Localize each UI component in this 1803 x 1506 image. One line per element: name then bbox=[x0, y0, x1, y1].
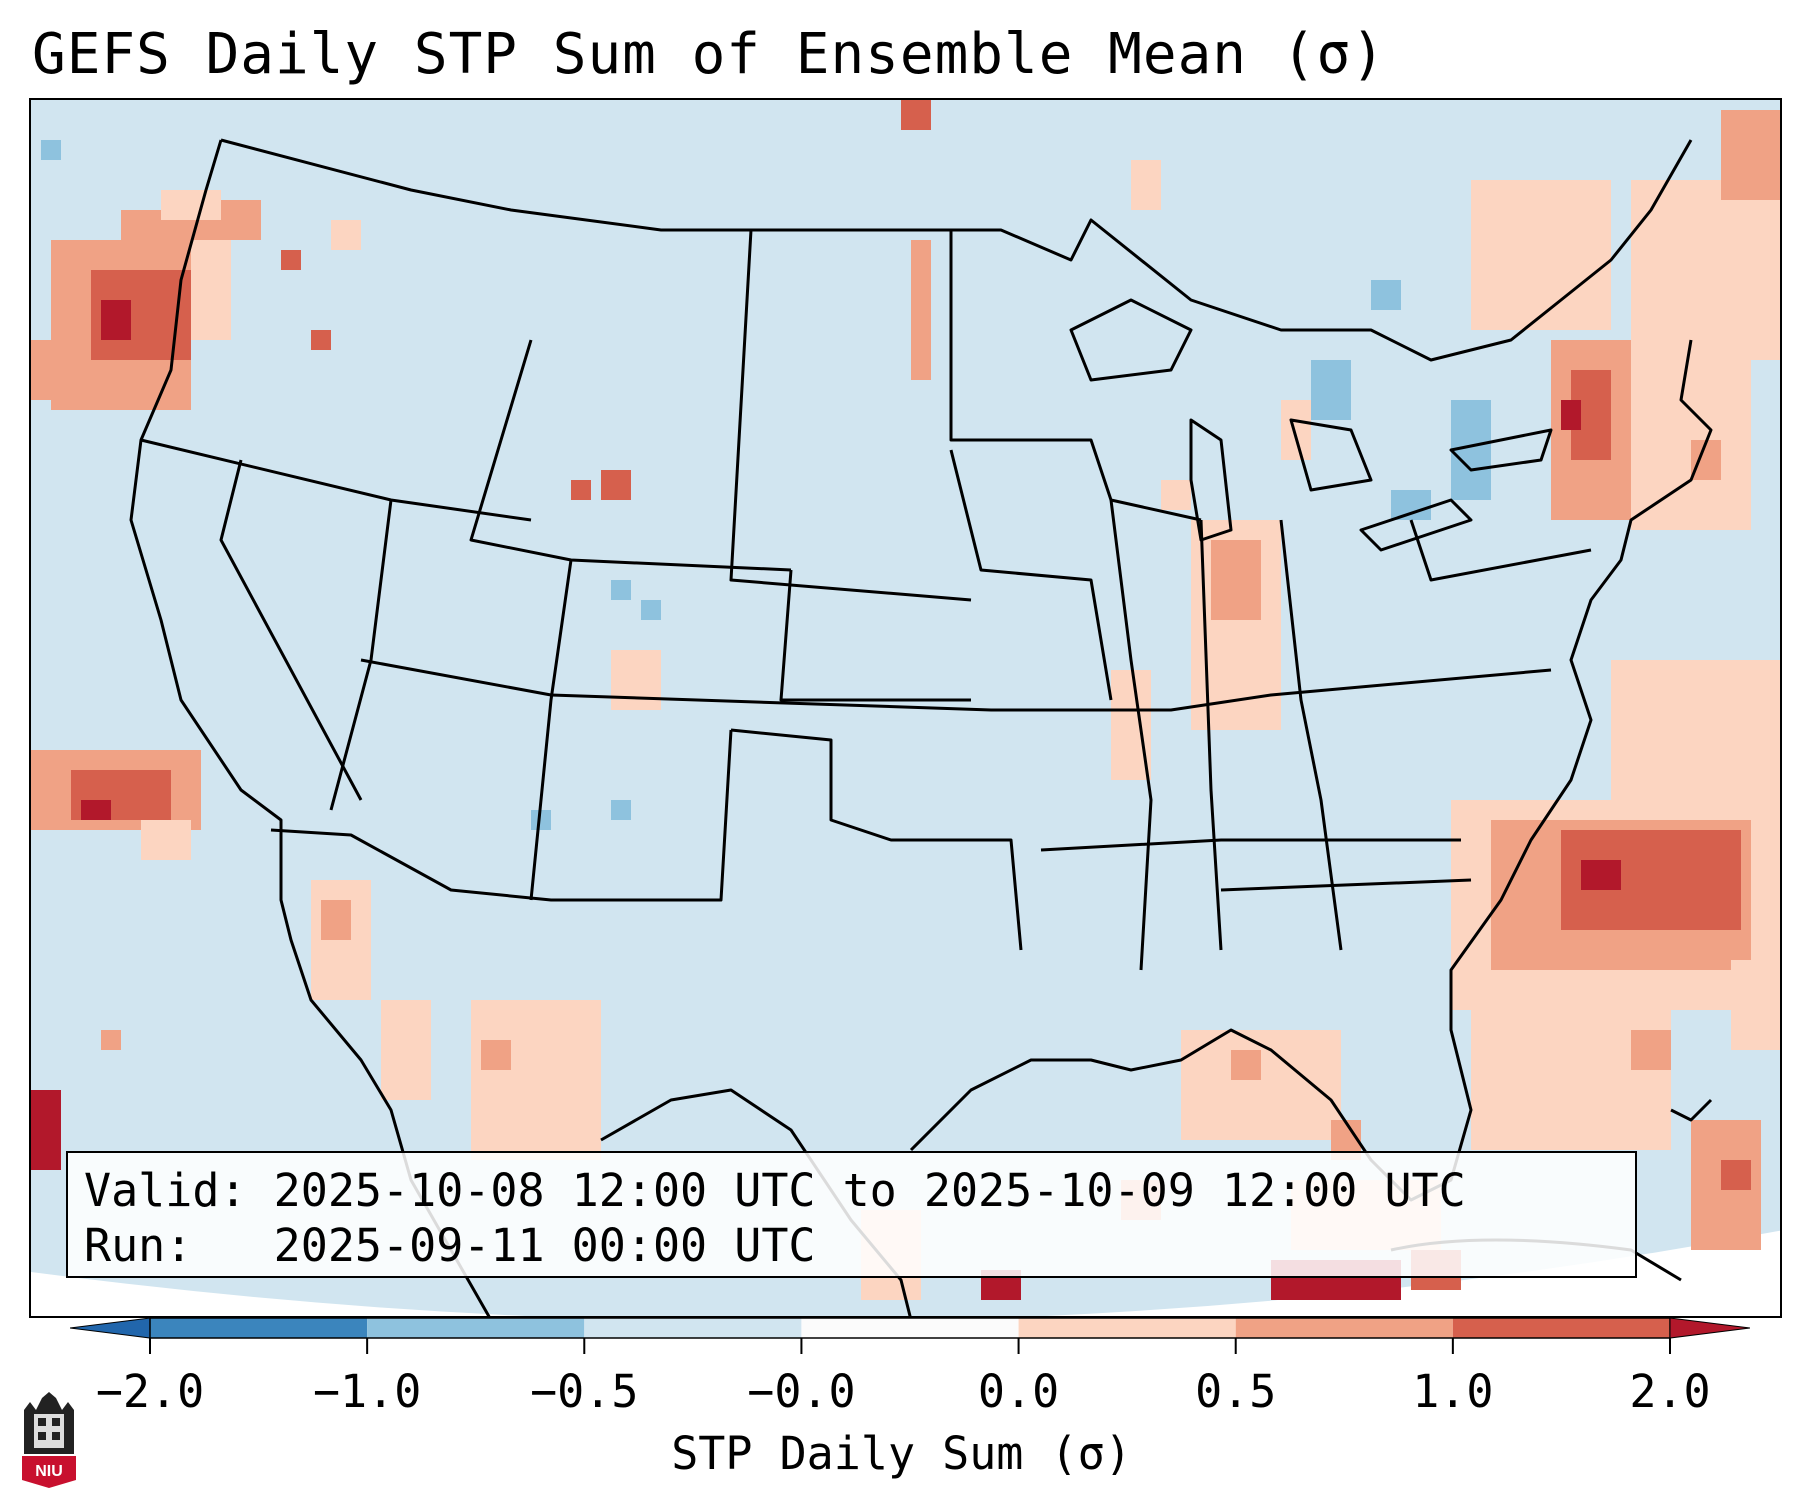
colorbar-tick-label: −0.5 bbox=[530, 1365, 639, 1418]
anomaly-cells-negative bbox=[41, 140, 1491, 830]
colorbar-tick-label: −0.0 bbox=[747, 1365, 856, 1418]
run-info-box: Valid: 2025-10-08 12:00 UTC to 2025-10-0… bbox=[66, 1151, 1637, 1278]
west-coast bbox=[129, 139, 491, 1316]
map-title: GEFS Daily STP Sum of Ensemble Mean (σ) bbox=[32, 22, 1386, 87]
latitude-37-border bbox=[360, 658, 1552, 712]
colorbar-bin bbox=[1235, 1318, 1453, 1338]
ne-ks-border bbox=[729, 229, 972, 602]
nv-ut-border bbox=[329, 499, 393, 811]
anomaly-cells-pacific-nw bbox=[31, 190, 361, 410]
colorbar-tick-label: 0.5 bbox=[1195, 1365, 1277, 1418]
anomaly-cells-atlantic bbox=[1451, 660, 1780, 1250]
colorbar-tick-label: 1.0 bbox=[1412, 1365, 1494, 1418]
colorbar-bin bbox=[801, 1318, 1019, 1338]
niu-logo-text: NIU bbox=[35, 1463, 63, 1480]
colorbar-tick-label: −1.0 bbox=[312, 1365, 422, 1418]
anomaly-cells-northeast bbox=[1471, 110, 1780, 530]
colorbar-over-arrow bbox=[1669, 1318, 1750, 1339]
colorbar-bin bbox=[150, 1318, 368, 1338]
colorbar-ticks bbox=[149, 1338, 1671, 1354]
anomaly-cells-mexico bbox=[311, 880, 1021, 1300]
gulf-east-coast bbox=[600, 1088, 912, 1316]
az-nm-border bbox=[270, 729, 733, 902]
pa-border bbox=[1409, 519, 1592, 582]
colorbar-bin bbox=[1452, 1318, 1670, 1338]
bahamas-islands bbox=[1670, 1098, 1713, 1122]
ks-ok-border bbox=[779, 569, 971, 702]
colorbar-bins bbox=[149, 1318, 1671, 1339]
colorbar-tick-label: −2.0 bbox=[95, 1365, 205, 1418]
run-time: 2025-09-11 00:00 UTC bbox=[273, 1219, 816, 1272]
lake-superior bbox=[1069, 298, 1193, 382]
anomaly-cells-east-pacific bbox=[31, 750, 201, 1170]
valid-time-range: 2025-10-08 12:00 UTC to 2025-10-09 12:00… bbox=[273, 1164, 1466, 1217]
us-canada-border bbox=[220, 138, 1693, 362]
il-ms-border bbox=[1109, 499, 1153, 971]
lake-huron bbox=[1289, 418, 1373, 492]
tn-border bbox=[1040, 838, 1461, 852]
colorbar-tick-label: 0.0 bbox=[977, 1365, 1060, 1418]
lake-michigan bbox=[1189, 418, 1233, 542]
in-al-border bbox=[1199, 519, 1223, 951]
colorbar-under-arrow bbox=[70, 1318, 151, 1339]
colorbar-bin bbox=[367, 1318, 585, 1338]
colorbar-tick-label: 2.0 bbox=[1629, 1365, 1711, 1418]
ca-nv-border bbox=[219, 459, 363, 801]
colorbar-bin bbox=[1018, 1318, 1236, 1338]
state-and-coast-borders bbox=[129, 138, 1713, 1316]
co-nm-border bbox=[529, 559, 573, 901]
lake-ontario bbox=[1449, 428, 1553, 472]
valid-label: Valid: bbox=[84, 1164, 247, 1217]
gulf-state-border bbox=[1220, 878, 1472, 892]
texas-gulf-coast bbox=[909, 339, 1713, 1202]
map-panel bbox=[29, 98, 1782, 1318]
map-canvas bbox=[31, 100, 1780, 1316]
colorbar bbox=[70, 1318, 1750, 1354]
lake-erie bbox=[1359, 498, 1473, 552]
colorbar-bin bbox=[584, 1318, 802, 1338]
midwest-border bbox=[949, 230, 1202, 522]
colorbar-label: STP Daily Sum (σ) bbox=[671, 1427, 1132, 1480]
ok-tx-border bbox=[730, 728, 1023, 951]
niu-logo: NIU bbox=[22, 1392, 76, 1488]
ia-mo-border bbox=[949, 449, 1113, 701]
run-label: Run: bbox=[84, 1219, 193, 1272]
oh-ga-border bbox=[1279, 519, 1343, 951]
wy-border bbox=[469, 339, 792, 572]
